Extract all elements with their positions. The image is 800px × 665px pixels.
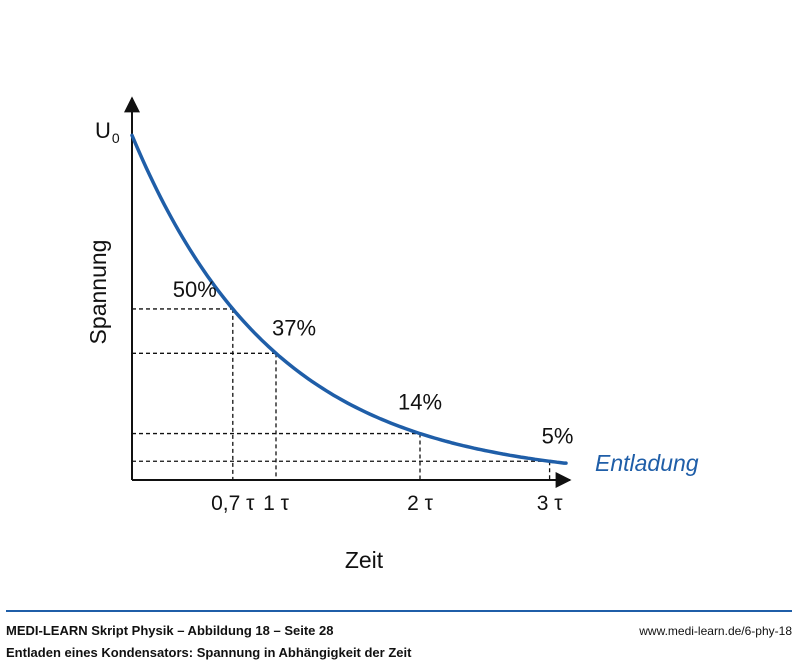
x-tick-label: 3 τ <box>537 492 564 515</box>
discharge-curve <box>130 133 568 465</box>
percentage-label: 50% <box>173 277 217 302</box>
x-tick-labels: 0,7 τ 1 τ 2 τ 3 τ <box>211 492 563 515</box>
y-max-label-subscript: 0 <box>112 130 120 146</box>
discharge-chart: 0,7 τ 1 τ 2 τ 3 τ 50% 37% 14% 5% U0 Spannung Z… <box>85 96 699 573</box>
percentage-label: 37% <box>272 315 316 340</box>
x-tick-label: 2 τ <box>407 492 434 515</box>
x-axis-label: Zeit <box>345 547 384 573</box>
y-axis-label: Spannung <box>85 240 111 345</box>
guide-lines <box>132 308 551 480</box>
percentage-label: 14% <box>398 390 442 415</box>
footer-url: www.medi-learn.de/6-phy-18 <box>639 624 792 638</box>
footer-divider <box>6 610 792 612</box>
series-legend-entdladung: Entladung <box>595 450 699 476</box>
footer-title: MEDI-LEARN Skript Physik – Abbildung 18 … <box>6 623 334 638</box>
footer-subtitle: Entladen eines Kondensators: Spannung in… <box>6 645 412 660</box>
percentage-labels: 50% 37% 14% 5% <box>173 277 574 448</box>
x-tick-label: 1 τ <box>263 492 290 515</box>
y-max-label: U0 <box>95 118 120 146</box>
percentage-label: 5% <box>542 423 574 448</box>
x-tick-label: 0,7 τ <box>211 492 255 515</box>
